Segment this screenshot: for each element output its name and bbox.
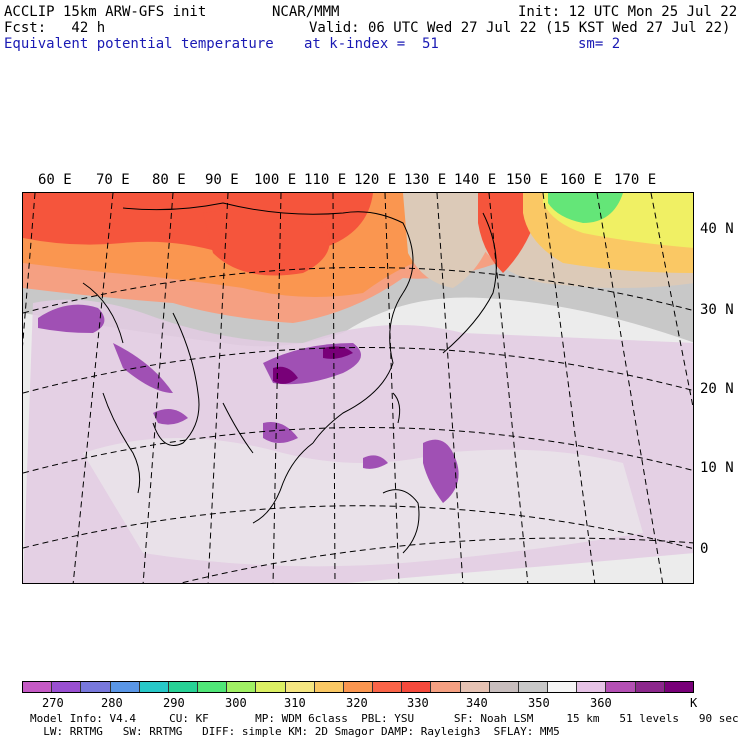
lat-label: 40 N xyxy=(700,221,734,237)
colorbar-swatch xyxy=(431,682,461,692)
lon-label: 100 E xyxy=(254,172,297,188)
colorbar-swatch xyxy=(577,682,607,692)
lat-label: 10 N xyxy=(700,460,734,476)
colorbar-swatch xyxy=(460,682,490,692)
model-info: Model Info: V4.4 CU: KF MP: WDM 6class P… xyxy=(30,712,739,725)
colorbar-swatch xyxy=(23,682,53,692)
field-name: Equivalent potential temperature xyxy=(4,36,274,52)
colorbar-swatch xyxy=(168,682,199,692)
colorbar-unit: K xyxy=(690,696,698,710)
colorbar-label: 360 xyxy=(590,696,612,710)
lon-label: 80 E xyxy=(152,172,186,188)
colorbar-label: 350 xyxy=(528,696,550,710)
colorbar-swatch xyxy=(256,682,286,692)
colorbar-swatch xyxy=(664,682,693,692)
colorbar-label: 270 xyxy=(42,696,64,710)
lon-label: 110 E xyxy=(304,172,347,188)
theta-e-field xyxy=(23,193,693,583)
colorbar-swatch xyxy=(343,682,374,692)
colorbar-label: 300 xyxy=(225,696,247,710)
model-title: ACCLIP 15km ARW-GFS init xyxy=(4,4,207,20)
map-panel xyxy=(22,192,694,584)
colorbar-swatch xyxy=(52,682,82,692)
lon-label: 140 E xyxy=(454,172,497,188)
k-index-label: at k-index = 51 xyxy=(304,36,439,52)
forecast-hour: Fcst: 42 h xyxy=(4,20,106,36)
lon-label: 70 E xyxy=(96,172,130,188)
lon-label: 120 E xyxy=(354,172,397,188)
institution-label: NCAR/MMM xyxy=(272,4,340,20)
colorbar-swatch xyxy=(402,682,432,692)
colorbar-label: 320 xyxy=(346,696,368,710)
lon-label: 60 E xyxy=(38,172,72,188)
colorbar-label: 330 xyxy=(407,696,429,710)
lat-label: 30 N xyxy=(700,302,734,318)
colorbar-swatch xyxy=(81,682,111,692)
colorbar-swatch xyxy=(635,682,665,692)
init-time: Init: 12 UTC Mon 25 Jul 22 xyxy=(518,4,738,20)
colorbar-label: 290 xyxy=(163,696,185,710)
valid-time: Valid: 06 UTC Wed 27 Jul 22 (15 KST Wed … xyxy=(309,20,731,36)
colorbar-swatch xyxy=(518,682,549,692)
lon-label: 160 E xyxy=(560,172,603,188)
colorbar-swatch xyxy=(198,682,228,692)
lon-label: 130 E xyxy=(404,172,447,188)
lon-label: 170 E xyxy=(614,172,657,188)
colorbar-swatch xyxy=(110,682,140,692)
colorbar-swatch xyxy=(139,682,169,692)
colorbar-swatch xyxy=(227,682,257,692)
smoothing-label: sm= 2 xyxy=(578,36,621,52)
colorbar-label: 280 xyxy=(101,696,123,710)
colorbar-swatch xyxy=(606,682,636,692)
colorbar-label: 310 xyxy=(284,696,306,710)
colorbar-swatch xyxy=(489,682,519,692)
colorbar-label: 340 xyxy=(466,696,488,710)
colorbar-swatch xyxy=(548,682,578,692)
colorbar-swatch xyxy=(285,682,315,692)
colorbar-swatch xyxy=(373,682,403,692)
colorbar xyxy=(22,681,694,693)
lon-label: 90 E xyxy=(205,172,239,188)
lon-label: 150 E xyxy=(506,172,549,188)
lat-label: 20 N xyxy=(700,381,734,397)
colorbar-swatch xyxy=(314,682,344,692)
lat-label: 0 xyxy=(700,541,709,557)
physics-info: LW: RRTMG SW: RRTMG DIFF: simple KM: 2D … xyxy=(30,725,560,738)
